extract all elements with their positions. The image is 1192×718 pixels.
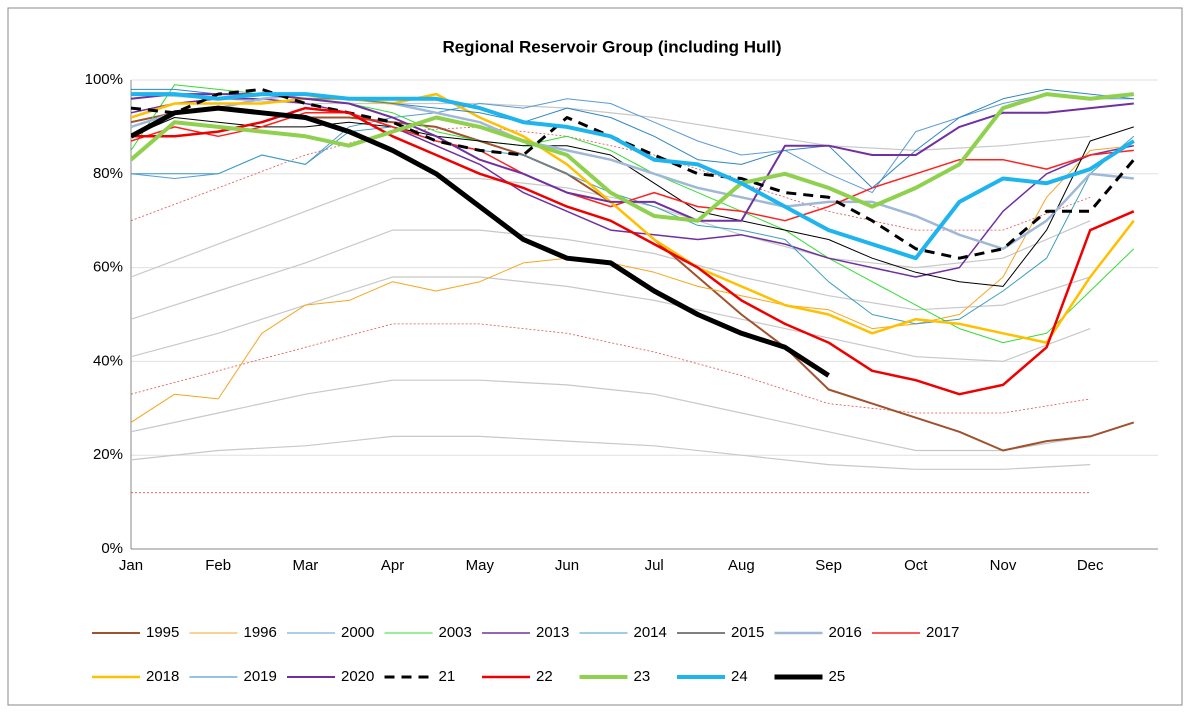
y-tick-label: 40% [93, 352, 123, 369]
reference-line [131, 93, 1091, 152]
y-tick-label: 0% [101, 540, 123, 557]
reference-line [131, 126, 1091, 231]
reference-line [131, 323, 1091, 414]
reference-line [131, 229, 1091, 320]
series-line [131, 92, 1135, 261]
y-tick-label: 60% [93, 259, 123, 276]
x-tick-label: Dec [1077, 557, 1104, 574]
legend-label: 2020 [341, 668, 374, 685]
legend-label: 2018 [146, 668, 179, 685]
legend-label: 2014 [634, 624, 667, 641]
series-line [131, 106, 1135, 396]
legend-label: 1995 [146, 624, 179, 641]
x-tick-label: Aug [728, 557, 755, 574]
y-tick-label: 100% [85, 71, 123, 88]
legend-label: 22 [536, 668, 553, 685]
x-tick-label: Nov [990, 557, 1017, 574]
reference-line [131, 379, 1091, 452]
legend-label: 25 [829, 668, 846, 685]
y-tick-label: 80% [93, 165, 123, 182]
x-tick-label: Mar [292, 557, 318, 574]
legend-label: 2013 [536, 624, 569, 641]
y-tick-label: 20% [93, 446, 123, 463]
chart-title: Regional Reservoir Group (including Hull… [442, 37, 781, 56]
x-tick-label: Sep [815, 557, 842, 574]
reference-line [131, 435, 1091, 470]
reference-line [131, 276, 1091, 363]
reference-line [131, 177, 1091, 278]
series-line [131, 87, 1135, 260]
x-tick-label: Jan [119, 557, 143, 574]
series-line [131, 117, 1134, 287]
legend-label: 2017 [926, 624, 959, 641]
legend-label: 2016 [829, 624, 862, 641]
series-line [131, 92, 1135, 223]
legend-label: 1996 [244, 624, 277, 641]
legend-label: 21 [439, 668, 456, 685]
legend-label: 2019 [244, 668, 277, 685]
x-tick-label: Feb [205, 557, 231, 574]
x-tick-label: Apr [381, 557, 404, 574]
legend-label: 23 [634, 668, 651, 685]
x-tick-label: Jun [555, 557, 579, 574]
series-line [131, 145, 1134, 423]
series-line [131, 105, 830, 378]
x-tick-label: May [466, 557, 495, 574]
x-tick-label: Jul [645, 557, 664, 574]
legend-label: 2003 [439, 624, 472, 641]
series-line [131, 93, 1134, 222]
x-tick-label: Oct [904, 557, 928, 574]
legend-label: 2000 [341, 624, 374, 641]
legend-label: 2015 [731, 624, 764, 641]
legend-label: 24 [731, 668, 748, 685]
